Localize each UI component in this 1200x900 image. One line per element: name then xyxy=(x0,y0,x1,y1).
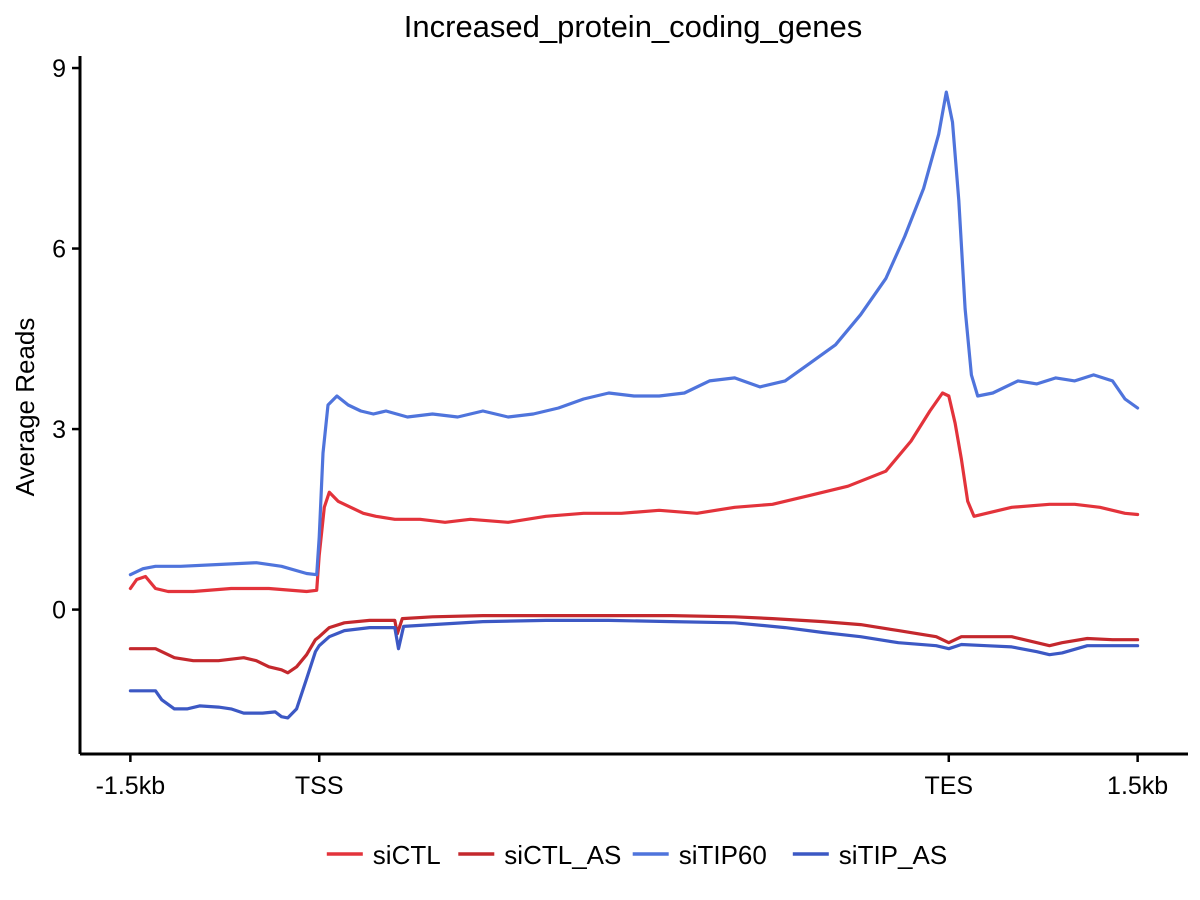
y-tick-label: 9 xyxy=(52,55,66,83)
x-ticks: -1.5kb TSS TES 1.5kb xyxy=(96,754,1168,800)
legend-label: siTIP60 xyxy=(679,840,767,870)
legend-label: siTIP_AS xyxy=(839,840,947,870)
legend: siCTL siCTL_AS siTIP60 siTIP_AS xyxy=(326,840,947,870)
x-tick-label: TES xyxy=(924,772,973,800)
chart-title: Increased_protein_coding_genes xyxy=(404,9,862,44)
y-tick-label: 3 xyxy=(52,416,66,444)
y-tick-label: 0 xyxy=(52,597,66,625)
series-lines xyxy=(128,90,1140,720)
x-tick-label: 1.5kb xyxy=(1107,772,1168,800)
x-tick-label: TSS xyxy=(295,772,344,800)
series-line-sictl xyxy=(128,391,1140,594)
legend-label: siCTL_AS xyxy=(504,840,621,870)
x-tick-label: -1.5kb xyxy=(96,772,165,800)
series-line-sitip60 xyxy=(128,90,1140,577)
y-tick-label: 6 xyxy=(52,236,66,264)
y-axis-label: Average Reads xyxy=(10,318,40,497)
series-line-sitip-as xyxy=(128,618,1140,720)
series-line-sictl-as xyxy=(128,614,1140,675)
legend-label: siCTL xyxy=(373,840,441,870)
y-ticks: 0 3 6 9 xyxy=(52,55,80,625)
